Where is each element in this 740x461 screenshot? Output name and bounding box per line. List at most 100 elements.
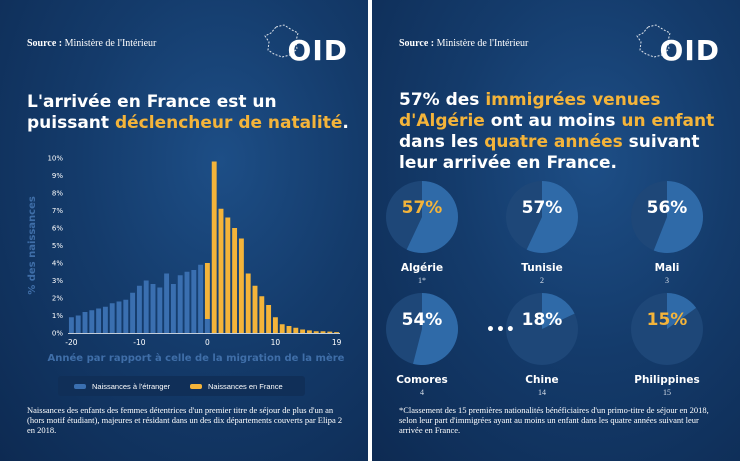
headline-segment: dans les (399, 132, 485, 152)
y-tick-label: 5% (52, 242, 63, 250)
nationality-item: 18% Chine 14 (492, 292, 592, 397)
country-rank: 1* (418, 276, 426, 285)
bar (306, 330, 312, 334)
source-value: Ministère de l'Intérieur (436, 38, 529, 49)
bar (232, 228, 238, 333)
france-map-icon (264, 24, 299, 58)
pie-slice (526, 181, 579, 253)
country-name: Tunisie (521, 262, 563, 274)
bar (164, 273, 170, 333)
country-rank: 2 (540, 276, 544, 285)
bar (300, 329, 306, 333)
bar (245, 273, 251, 333)
source-line: Source : Ministère de l'Intérieur (399, 38, 528, 49)
legend-label-france: Naissances en France (208, 382, 283, 391)
oid-logo: OID (634, 24, 720, 76)
y-tick-label: 1% (52, 312, 63, 320)
bar (184, 271, 190, 333)
logo-text: OID (287, 34, 348, 67)
y-tick-label: 10% (47, 155, 63, 163)
x-tick-label: 10 (271, 338, 281, 347)
right-footnote: *Classement des 15 premières nationalité… (399, 405, 709, 435)
right-infographic-panel: Source : Ministère de l'Intérieur OID 57… (372, 0, 740, 461)
nationality-item: 57% Tunisie 2 (492, 180, 592, 285)
country-rank: 15 (663, 388, 671, 397)
bar (313, 331, 319, 333)
bar (109, 303, 115, 333)
pie-slice (413, 293, 458, 365)
bar (157, 287, 163, 333)
pie-slice (406, 181, 459, 253)
x-axis-label: Année par rapport à celle de la migratio… (48, 352, 345, 364)
bar (286, 326, 292, 333)
legend-swatch-abroad (74, 384, 86, 389)
pie-slice (542, 293, 575, 329)
pie-value-label: 57% (401, 198, 443, 218)
y-tick-label: 9% (52, 172, 63, 180)
bar (170, 284, 176, 333)
share-pie (506, 293, 578, 365)
share-pie (631, 293, 703, 365)
country-rank: 14 (538, 388, 546, 397)
bar (238, 238, 244, 333)
country-rank: 3 (665, 276, 669, 285)
y-tick-label: 7% (52, 207, 63, 215)
bar (204, 263, 210, 319)
left-infographic-panel: Source : Ministère de l'Intérieur OID L'… (0, 0, 368, 461)
bar (320, 331, 326, 333)
y-tick-label: 3% (52, 277, 63, 285)
y-tick-label: 8% (52, 190, 63, 198)
y-tick-label: 4% (52, 260, 63, 268)
x-tick-label: 19 (332, 338, 342, 347)
share-pie (506, 181, 579, 253)
bar (68, 317, 74, 333)
pie-slice (667, 293, 697, 329)
pie-value-label: 18% (521, 310, 563, 330)
bar (211, 161, 217, 333)
bar (252, 285, 258, 333)
bar (198, 264, 204, 333)
bar (130, 292, 136, 333)
headline-segment-accent: quatre années (484, 132, 623, 152)
bar (279, 324, 285, 333)
france-map-icon (636, 24, 671, 58)
pie-value-label: 57% (521, 198, 563, 218)
country-name: Chine (525, 374, 559, 386)
headline-part2: . (342, 113, 349, 133)
share-pie (386, 293, 458, 365)
left-headline: L'arrivée en France est un puissant décl… (27, 92, 357, 134)
legend-item-abroad: Naissances à l'étranger (74, 382, 170, 391)
pie-value-label: 15% (646, 310, 688, 330)
country-rank: 4 (420, 388, 424, 397)
country-name: Philippines (634, 374, 700, 386)
y-tick-label: 2% (52, 295, 63, 303)
source-label: Source : (399, 38, 435, 49)
headline-segment: ont au moins (484, 111, 622, 131)
bar (177, 275, 183, 333)
right-headline: 57% des immigrées venues d'Algérie ont a… (399, 90, 729, 174)
bar (266, 305, 272, 333)
bar (123, 299, 129, 333)
nationality-item: 54% Comores 4 (372, 292, 472, 397)
headline-segment-accent: un enfant (621, 111, 715, 131)
x-tick-label: -20 (65, 338, 77, 347)
headline-segment: 57% des (399, 90, 486, 110)
bar (191, 270, 197, 333)
y-tick-label: 0% (52, 330, 63, 338)
bar (218, 208, 224, 333)
ellipsis-dots: ••• (486, 322, 516, 338)
x-tick-label: 0 (205, 338, 210, 347)
source-line: Source : Ministère de l'Intérieur (27, 38, 156, 49)
bar (327, 331, 333, 333)
bar (204, 319, 210, 333)
bar (116, 301, 122, 333)
country-name: Comores (396, 374, 448, 386)
x-tick-label: -10 (133, 338, 145, 347)
bar (102, 306, 108, 333)
country-name: Mali (654, 262, 680, 274)
bar (96, 308, 102, 333)
pie-value-label: 54% (401, 310, 443, 330)
nationality-item: 15% Philippines 15 (617, 292, 717, 397)
left-footnote: Naissances des enfants des femmes détent… (27, 405, 343, 435)
oid-logo: OID (262, 24, 348, 76)
